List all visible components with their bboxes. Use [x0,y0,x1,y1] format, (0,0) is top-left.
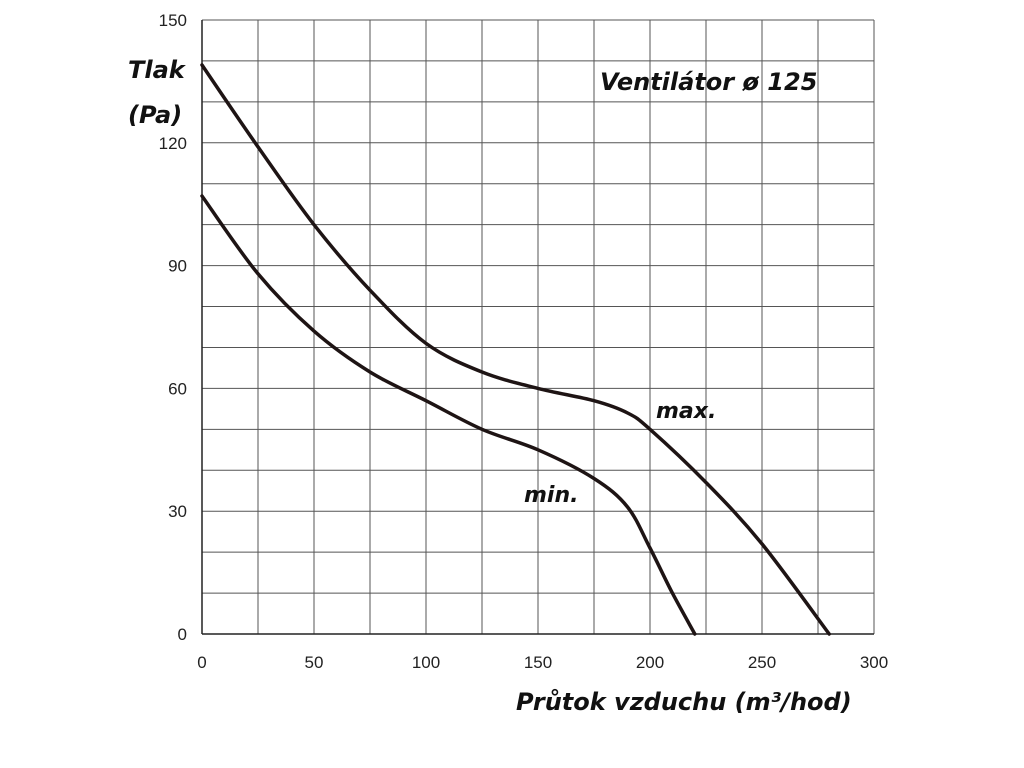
x-tick-label: 100 [412,653,440,672]
chart-axes [201,20,874,635]
x-tick-label: 300 [860,653,888,672]
chart-series [200,63,831,636]
y-tick-label: 150 [159,11,187,30]
x-tick-label: 0 [197,653,206,672]
series-line-max [200,63,831,636]
x-tick-label: 200 [636,653,664,672]
series-label-min: min. [524,483,578,508]
y-tick-label: 90 [168,257,187,276]
series-label-max: max. [656,399,716,424]
y-tick-label: 0 [178,625,187,644]
series-line-min [200,194,697,636]
chart-tick-labels: 0 30 60 90 120 150 0 50 100 150 200 250 300 [159,11,889,672]
y-tick-label: 30 [168,502,187,521]
y-axis-title-line-1: Tlak [128,56,187,84]
y-tick-label: 120 [159,134,187,153]
x-tick-label: 250 [748,653,776,672]
x-axis-title: Průtok vzduchu (m³/hod) [516,688,852,716]
y-tick-label: 60 [168,379,187,398]
x-tick-label: 150 [524,653,552,672]
chart-title: Ventilátor ø 125 [600,68,817,96]
x-tick-label: 50 [305,653,324,672]
y-axis-title-line-2: (Pa) [128,101,182,129]
chart-grid [201,19,875,635]
